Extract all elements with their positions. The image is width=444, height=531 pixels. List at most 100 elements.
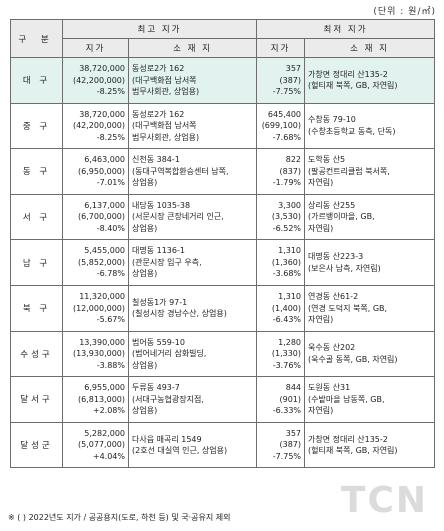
high-price-cell-line: -8.25%	[96, 132, 125, 142]
high-location-cell-line: 상업용)	[132, 269, 158, 279]
high-location-cell-line: 다사읍 매곡리 1549	[132, 434, 202, 444]
high-price-cell-line: (5,077,000)	[78, 440, 125, 450]
high-price-cell-line: -5.67%	[96, 315, 125, 325]
low-price-cell-line: -7.75%	[272, 87, 302, 97]
high-location-cell-line: (서대구농협광장지점,	[132, 394, 204, 404]
low-price-cell: 357 (387) -7.75%	[256, 57, 306, 104]
low-location-cell-line: (욱수골 동쪽, GB, 자연림)	[308, 354, 398, 364]
high-location-cell-line: (대구백화점 남서쪽	[132, 75, 197, 85]
high-price-cell: 38,720,000 (42,200,000) -8.25%	[62, 102, 129, 150]
high-location-cell-line: (범어네거리 삼화빌딩,	[132, 349, 207, 359]
low-location-cell-line: 가창면 정대리 산135-2	[308, 69, 388, 79]
high-location-cell: 범어동 559-10 (범어네거리 삼화빌딩, 상업용)	[127, 330, 258, 378]
low-price-cell: 844 (901) -6.33%	[256, 376, 306, 423]
high-price-cell-line: 6,463,000	[84, 155, 125, 165]
high-price-cell-line: (13,930,000)	[72, 349, 125, 359]
high-price-cell: 13,390,000 (13,930,000) -3.88%	[62, 330, 129, 378]
low-price-cell-line: 357	[285, 428, 302, 438]
district-cell: 남 구	[10, 239, 63, 286]
high-price-cell-line: -6.78%	[96, 269, 125, 279]
table-row: 남 구 5,455,000 (5,852,000) -6.78% 대명동 1136-1(…	[10, 239, 436, 286]
high-price-cell: 5,282,000 (5,077,000) +4.04%	[62, 421, 129, 469]
low-location-cell-line: 연경동 산61-2	[308, 292, 359, 302]
header-low-price: 지가	[256, 38, 306, 58]
low-location-cell: 상리동 산255 (가르뱅이마을, GB, 자연림)	[304, 193, 436, 241]
high-price-cell-line: 5,455,000	[84, 246, 125, 256]
district-cell: 수성구	[10, 330, 63, 378]
low-price-cell-line: 844	[285, 383, 302, 393]
low-price-cell: 645,400 (699,100) -7.68%	[256, 102, 306, 150]
low-price-cell-line: 1,310	[278, 246, 302, 256]
low-location-cell-line: (가르뱅이마을, GB,	[308, 212, 375, 222]
footnote: ※ ( ) 2022년도 지가 / 공공용지(도로, 하천 등) 및 국·공유지…	[8, 513, 231, 522]
low-location-cell: 수창동 79-10 (수창초등학교 동측, 단독)	[304, 102, 436, 150]
high-price-cell-line: +2.08%	[92, 406, 125, 416]
high-price-cell-line: (42,200,000)	[72, 75, 125, 85]
low-price-cell-line: (1,360)	[271, 257, 302, 267]
high-location-cell-line: 상업용)	[132, 360, 158, 370]
table-row: 수성구 13,390,000 (13,930,000) -3.88% 범어동 559-1…	[10, 330, 436, 378]
high-price-cell-line: 13,390,000	[79, 337, 125, 347]
low-price-cell-line: (387)	[279, 75, 302, 85]
low-location-cell-line: 욱수동 산202	[308, 343, 356, 353]
high-location-cell-line: (대구백화점 남서쪽	[132, 121, 197, 131]
low-price-cell: 3,300 (3,530) -6.52%	[256, 193, 306, 241]
high-price-cell-line: -7.01%	[96, 178, 125, 188]
district-cell: 중 구	[10, 102, 63, 150]
high-price-cell-line: (12,000,000)	[72, 303, 125, 313]
low-price-cell-line: (837)	[279, 166, 302, 176]
low-location-cell-line: 자연림)	[308, 315, 334, 325]
high-price-cell: 38,720,000 (42,200,000) -8.25%	[62, 57, 129, 104]
low-location-cell-line: 자연림)	[308, 178, 334, 188]
low-location-cell-line: (팔공컨트리클럽 북서쪽,	[308, 166, 390, 176]
low-location-cell: 연경동 산61-2 (연경 도덕지 북쪽, GB, 자연림)	[304, 284, 436, 332]
low-location-cell-line: (헐티재 북쪽, GB, 자연림)	[308, 446, 398, 456]
low-price-cell-line: (3,530)	[271, 212, 302, 222]
low-location-cell-line: 자연림)	[308, 223, 334, 233]
low-location-cell-line: 수창동 79-10	[308, 115, 356, 125]
low-price-cell-line: -1.79%	[272, 178, 302, 188]
high-location-cell-line: (칠성시장 경남수산, 상업용)	[132, 309, 227, 319]
high-location-cell-line: 신천동 384-1	[132, 155, 180, 165]
low-price-cell: 1,310 (1,400) -6.43%	[256, 284, 306, 332]
low-price-cell-line: (387)	[279, 440, 302, 450]
table-row: 달서구 6,955,000 (6,813,000) +2.08% 두류동 493-7 (서…	[10, 376, 436, 423]
low-price-cell-line: -7.75%	[272, 451, 302, 461]
low-price-cell: 822 (837) -1.79%	[256, 148, 306, 195]
low-price-cell-line: -3.68%	[272, 269, 302, 279]
high-price-cell-line: 6,137,000	[84, 200, 125, 210]
high-location-cell: 동성로2가 162 (대구백화점 남서쪽 범무사회관, 상업용)	[127, 57, 258, 104]
high-price-cell: 11,320,000 (12,000,000) -5.67%	[62, 284, 129, 332]
low-location-cell-line: 도원동 산31	[308, 383, 351, 393]
low-location-cell-line: 도학동 산5	[308, 155, 346, 165]
high-location-cell-line: (동대구역복합환승센터 남쪽,	[132, 166, 229, 176]
low-location-cell-line: 대명동 산223-3	[308, 252, 364, 262]
header-highest: 최고 지가	[61, 19, 258, 39]
high-location-cell-line: 상업용)	[132, 223, 158, 233]
high-location-cell-line: 칠성동1가 97-1	[132, 297, 188, 307]
high-price-cell-line: +4.04%	[92, 451, 125, 461]
high-location-cell-line: (서문시장 큰장네거리 인근,	[132, 212, 224, 222]
high-location-cell: 동성로2가 162 (대구백화점 남서쪽 범무사회관, 상업용)	[127, 102, 258, 150]
district-cell: 대 구	[10, 57, 63, 104]
low-location-cell: 가창면 정대리 산135-2 (헐티재 북쪽, GB, 자연림)	[304, 421, 436, 469]
low-price-cell-line: -6.52%	[272, 223, 302, 233]
header-gubun: 구 분	[10, 19, 63, 58]
low-location-cell-line: 가창면 정대리 산135-2	[308, 434, 388, 444]
high-price-cell: 5,455,000 (5,852,000) -6.78%	[62, 239, 129, 286]
high-price-cell-line: -8.40%	[96, 223, 125, 233]
header-low-location: 소 재 지	[304, 38, 436, 58]
low-price-cell-line: -6.43%	[272, 315, 302, 325]
high-location-cell-line: 상업용)	[132, 178, 158, 188]
district-cell: 달서구	[10, 376, 63, 423]
low-price-cell-line: 1,310	[278, 292, 302, 302]
high-location-cell-line: 동성로2가 162	[132, 64, 185, 74]
low-price-cell: 357 (387) -7.75%	[256, 421, 306, 469]
low-location-cell-line: (헐티재 북쪽, GB, 자연림)	[308, 81, 398, 91]
high-location-cell-line: 범어동 559-10	[132, 337, 185, 347]
low-price-cell-line: 1,280	[278, 337, 302, 347]
land-price-table: 구 분 최고 지가 최저 지가 지가 소 재 지 지가 소 재 지 대 구 38,…	[10, 19, 436, 469]
low-price-cell-line: -7.68%	[272, 132, 302, 142]
high-price-cell-line: 5,282,000	[84, 428, 125, 438]
high-price-cell-line: (6,813,000)	[78, 394, 125, 404]
